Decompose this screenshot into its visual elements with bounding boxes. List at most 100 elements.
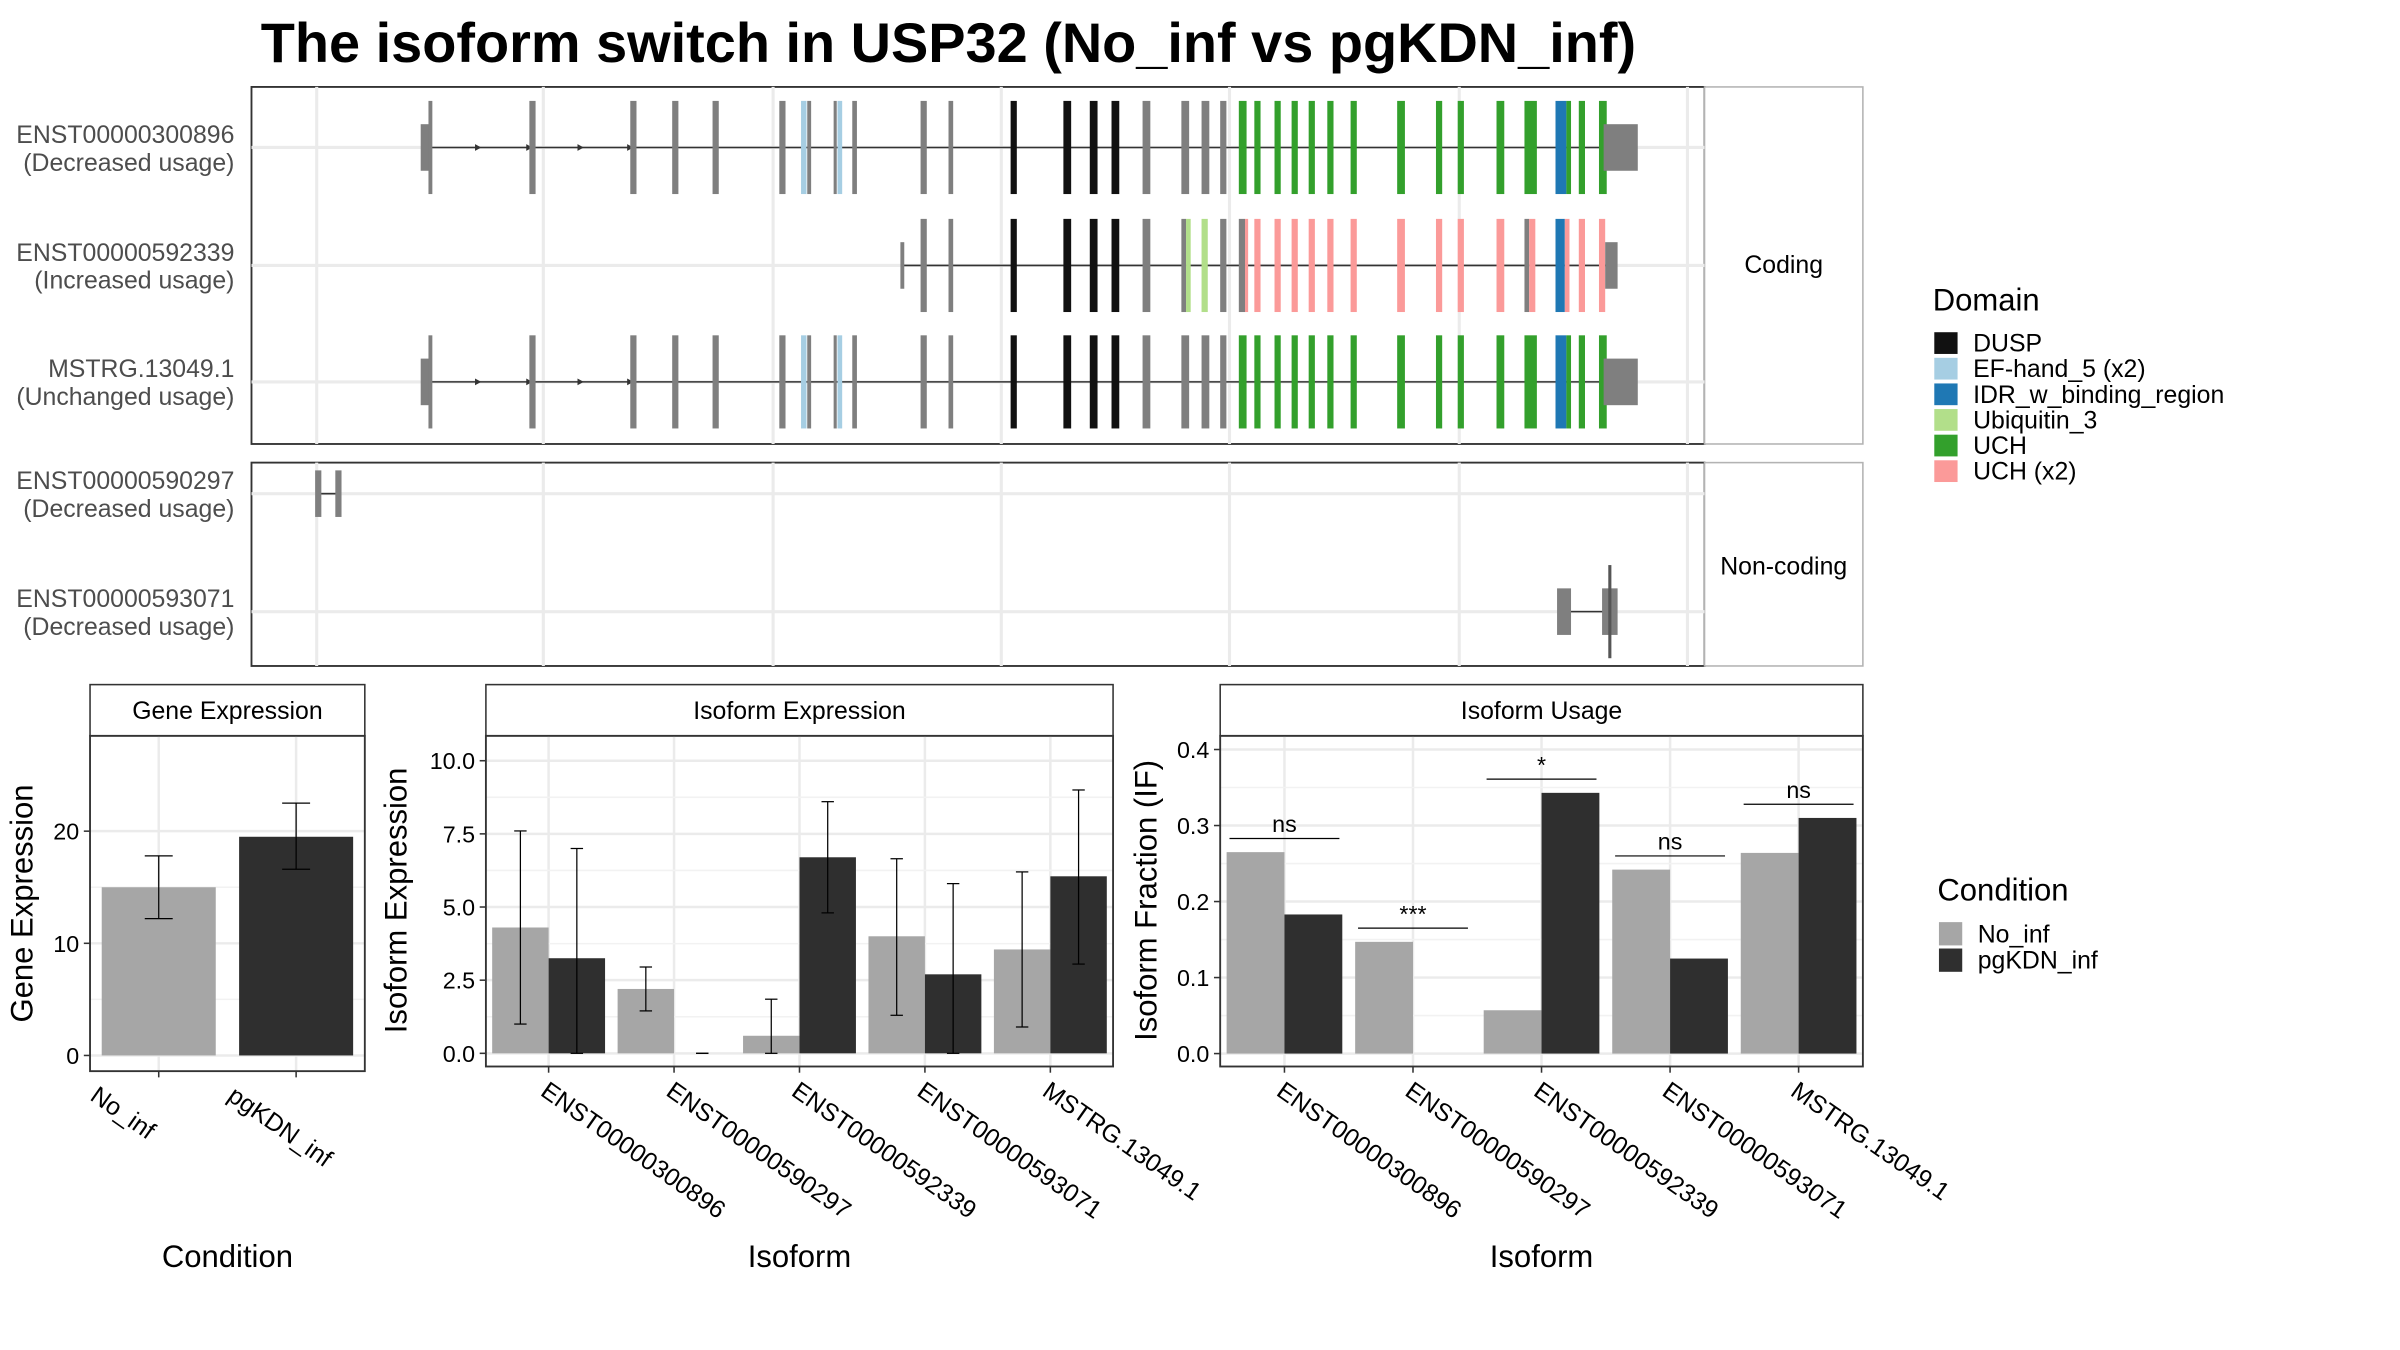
y-axis-title: Isoform Fraction (IF) (1129, 760, 1164, 1041)
exon (1435, 335, 1443, 429)
transcript-usage: (Decreased usage) (23, 496, 234, 523)
gene-expression-panel: Gene Expression 0 10 20 No_inf pgKDN_inf Con… (5, 683, 366, 1274)
exon (1201, 335, 1210, 429)
exon (1566, 100, 1572, 195)
exon (1555, 100, 1567, 195)
strand-arrow (475, 378, 482, 386)
exon (1397, 218, 1405, 313)
exon (1254, 335, 1261, 429)
exon (801, 100, 807, 195)
exon (335, 470, 342, 517)
noncoding-panel (250, 461, 1706, 667)
y-tick-label: 0.2 (1177, 889, 1209, 915)
y-tick-label: 0.3 (1177, 813, 1209, 839)
transcript-usage: (Unchanged usage) (16, 384, 234, 411)
coding-facet: Coding (250, 86, 1864, 445)
exon (1010, 335, 1017, 429)
bar (1284, 914, 1343, 1054)
bars (101, 802, 354, 1056)
exon (1111, 100, 1120, 195)
y-tick-label: 7.5 (443, 821, 475, 847)
y-tick-label: 0.0 (443, 1041, 475, 1067)
exon (712, 335, 719, 429)
exon (1603, 124, 1638, 171)
exon (1524, 335, 1537, 429)
significance-label: * (1537, 752, 1546, 778)
panel-title: Isoform Expression (693, 698, 906, 725)
exon (833, 100, 837, 195)
strand-arrow (577, 378, 584, 386)
exon (920, 218, 927, 313)
exon (1010, 100, 1017, 195)
transcript-track (315, 470, 342, 517)
x-axis-title: Isoform (1490, 1239, 1593, 1274)
page-title: The isoform switch in USP32 (No_inf vs p… (261, 11, 1636, 74)
exon (833, 335, 837, 429)
exon (1186, 218, 1191, 313)
gene-expression-plot: 0 10 20 No_inf pgKDN_inf (53, 735, 365, 1173)
strand-arrow (475, 144, 482, 151)
y-tick-label: 0.4 (1177, 737, 1209, 763)
transcript-track (1557, 565, 1618, 659)
exon (1181, 335, 1190, 429)
exon (948, 218, 954, 313)
exon (1496, 100, 1505, 195)
transcript-name: ENST00000590297 (16, 468, 234, 495)
transcript-track (420, 335, 1638, 429)
legend-label: pgKDN_inf (1978, 948, 2098, 975)
noncoding-facet: Non-coding (250, 461, 1864, 667)
bar (1798, 817, 1857, 1054)
legend-key (1938, 922, 1963, 946)
exon (1308, 100, 1315, 195)
exon (1350, 218, 1357, 313)
transcript-track (420, 100, 1638, 195)
exon (1274, 100, 1281, 195)
exon (1555, 218, 1565, 313)
exon (1010, 218, 1017, 313)
legend-key (1934, 460, 1958, 483)
exon (1605, 242, 1618, 289)
exon (1238, 218, 1246, 313)
transcript-name: ENST00000592339 (16, 240, 234, 267)
legend-key (1934, 332, 1958, 354)
exon (712, 100, 719, 195)
exon (948, 335, 954, 429)
significance-label: ns (1786, 777, 1811, 803)
exon (1308, 335, 1315, 429)
x-tick-label: No_inf (85, 1082, 159, 1145)
isoform-usage-panel: Isoform Usage 0.00.10.20.30.4ENST0000030… (1129, 683, 1954, 1274)
legend-label: UCH (1973, 433, 2027, 460)
exon (1111, 218, 1120, 313)
exon (1201, 100, 1210, 195)
strand-arrow (577, 144, 584, 151)
y-tick-label: 20 (53, 819, 79, 845)
condition-legend-title: Condition (1937, 872, 2068, 907)
exon (420, 124, 432, 171)
exon (779, 100, 786, 195)
exon (1578, 335, 1586, 429)
exon (1566, 335, 1572, 429)
exon (1089, 218, 1098, 313)
legend-label: UCH (x2) (1973, 459, 2076, 486)
bar (1483, 1010, 1542, 1054)
exon (1457, 100, 1464, 195)
transcript-name: MSTRG.13049.1 (48, 356, 234, 383)
transcript-usage: (Decreased usage) (23, 150, 234, 177)
significance-label: *** (1399, 901, 1426, 927)
exon (1524, 218, 1530, 313)
exon (1274, 335, 1281, 429)
exon (1598, 100, 1607, 195)
exon (1457, 218, 1464, 313)
exon (948, 100, 954, 195)
exon (852, 335, 857, 429)
legend-key (1938, 948, 1963, 972)
isoform-usage-plot: 0.00.10.20.30.4ENST00000300896ENST000005… (1177, 735, 1954, 1224)
legend-label: Ubiquitin_3 (1973, 407, 2097, 434)
legend-key (1934, 357, 1958, 380)
exon (1201, 218, 1208, 313)
y-tick-label: 10 (53, 931, 79, 957)
bar (1226, 852, 1285, 1054)
exon (1327, 100, 1334, 195)
exon (1578, 100, 1586, 195)
